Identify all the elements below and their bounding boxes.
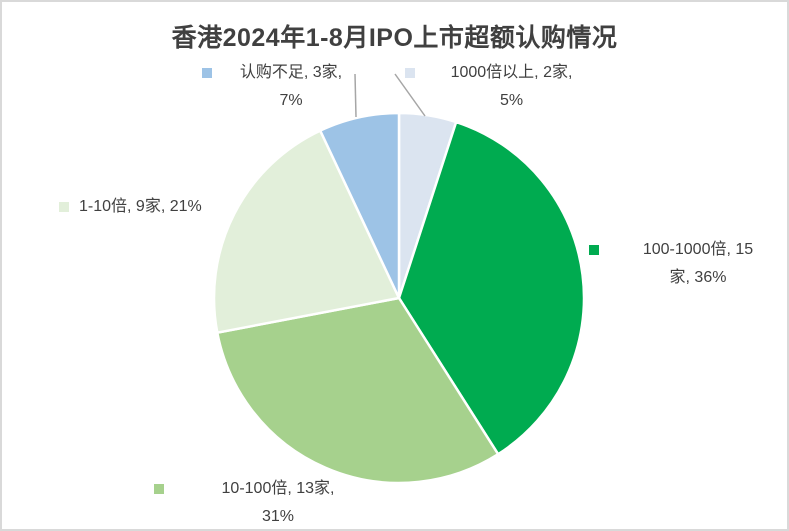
legend-key-over1000x bbox=[405, 68, 415, 78]
legend-key-x10to100 bbox=[154, 484, 164, 494]
data-label-line: 7% bbox=[279, 92, 303, 109]
pie-slice-x10to100 bbox=[216, 296, 500, 485]
data-label-x1to10: 1-10倍, 9家, 21% bbox=[59, 193, 202, 221]
pie-slices bbox=[212, 111, 586, 485]
data-label-x100to1000: 100-1000倍, 15 家, 36% bbox=[589, 236, 783, 292]
legend-key-x100to1000 bbox=[589, 245, 599, 255]
data-label-line: 家, 36% bbox=[669, 269, 727, 286]
data-label-line: 5% bbox=[499, 92, 524, 109]
data-label-over1000x: 1000倍以上, 2家, 5% bbox=[405, 59, 594, 115]
pie-slice-undersubscribed bbox=[318, 111, 401, 300]
data-label-undersubscribed: 认购不足, 3家, 7% bbox=[202, 59, 356, 115]
data-label-line: 认购不足, 3家, bbox=[239, 64, 343, 81]
data-label-line: 100-1000倍, 15 bbox=[642, 241, 754, 258]
pie-slice-x100to1000 bbox=[397, 120, 586, 456]
leader-line-over1000x bbox=[394, 73, 426, 117]
data-label-x10to100: 10-100倍, 13家, 31% bbox=[154, 475, 378, 529]
data-label-line: 10-100倍, 13家, bbox=[221, 480, 335, 497]
data-label-line: 1-10倍, 9家, 21% bbox=[79, 198, 202, 215]
legend-key-x1to10 bbox=[59, 202, 69, 212]
legend-key-undersubscribed bbox=[202, 68, 212, 78]
pie-slice-x1to10 bbox=[212, 129, 401, 334]
leader-line-undersubscribed bbox=[354, 73, 357, 118]
data-label-line: 1000倍以上, 2家, bbox=[450, 64, 573, 81]
chart-title: 香港2024年1-8月IPO上市超额认购情况 bbox=[171, 24, 618, 52]
data-label-line: 31% bbox=[261, 508, 295, 525]
